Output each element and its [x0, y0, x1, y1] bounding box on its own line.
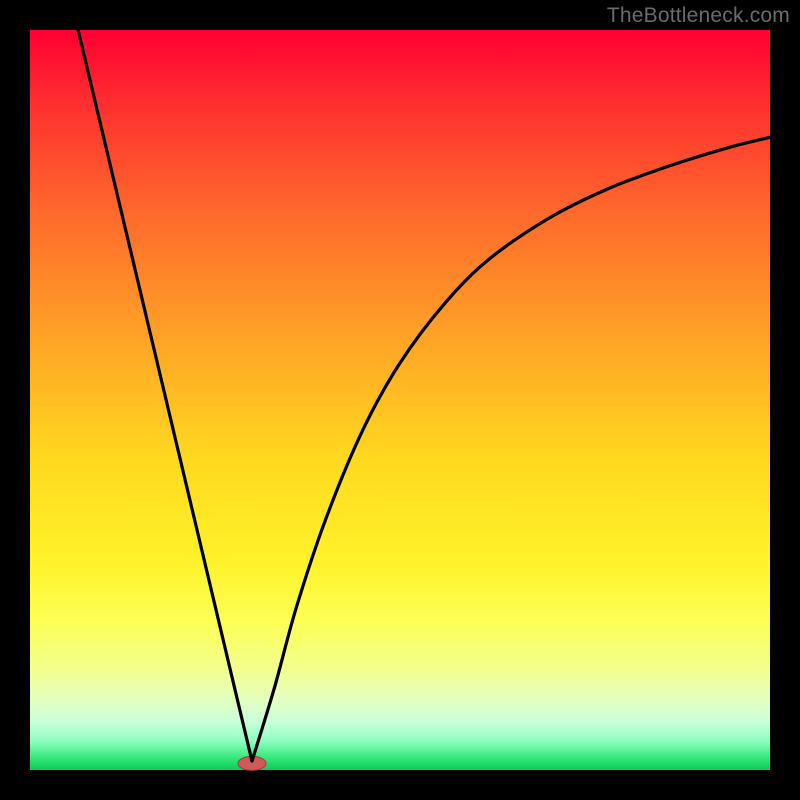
watermark-text: TheBottleneck.com — [607, 4, 790, 28]
bottleneck-chart — [0, 0, 800, 800]
gradient-plot-area — [30, 30, 770, 770]
chart-canvas: TheBottleneck.com — [0, 0, 800, 800]
